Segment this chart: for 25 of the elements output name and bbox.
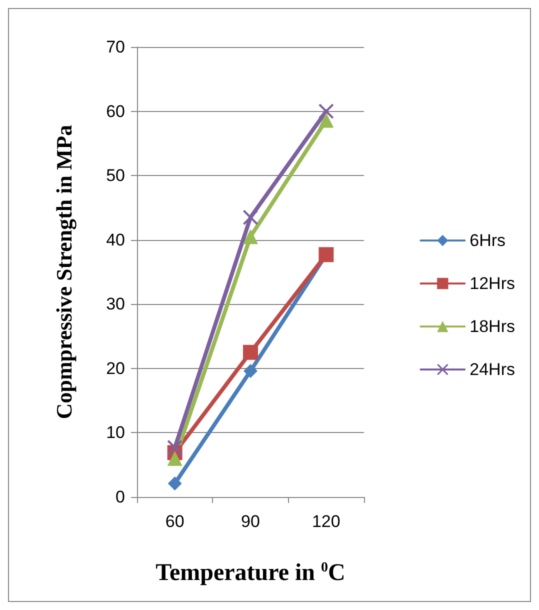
- x-tick-label: 120: [312, 512, 340, 531]
- point: [318, 104, 334, 119]
- y-tick-label: 0: [116, 488, 125, 506]
- y-tick-label: 60: [106, 102, 125, 121]
- legend-label: 12Hrs: [470, 274, 516, 293]
- y-tick-label: 40: [106, 230, 125, 250]
- legend-label: 24Hrs: [470, 360, 516, 379]
- point: [243, 210, 258, 225]
- legend-label: 18Hrs: [470, 317, 516, 336]
- y-axis-title: Copmpressive Strength in MPa: [52, 124, 76, 420]
- point: [167, 450, 182, 466]
- point: [244, 364, 258, 378]
- x-tick-label: 90: [241, 512, 260, 531]
- point: [243, 229, 258, 244]
- point: [243, 344, 258, 360]
- point: [168, 476, 182, 490]
- legend-label: 6Hrs: [470, 231, 506, 250]
- x-tick-label: 60: [165, 512, 184, 531]
- y-tick-label: 30: [106, 294, 125, 314]
- point: [167, 440, 182, 455]
- y-tick-label: 50: [106, 166, 125, 186]
- y-tick-label: 20: [106, 358, 125, 378]
- y-tick-label: 70: [106, 38, 125, 56]
- point: [318, 112, 334, 128]
- y-tick-label: 10: [106, 423, 125, 442]
